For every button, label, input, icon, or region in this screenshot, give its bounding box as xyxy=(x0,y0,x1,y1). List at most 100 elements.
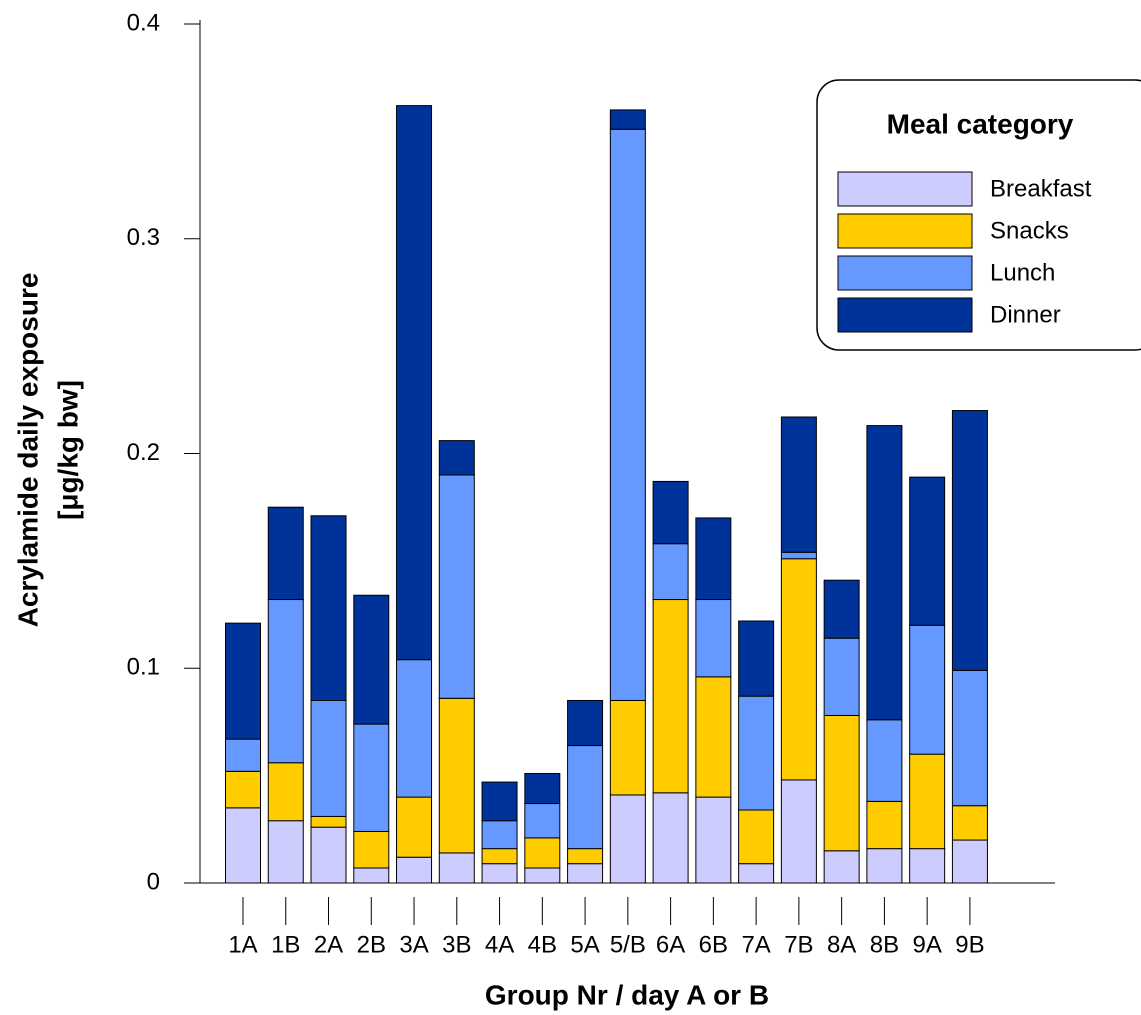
bar-segment xyxy=(524,867,561,884)
bar-segment xyxy=(310,815,347,828)
x-tick-label: 7B xyxy=(784,931,813,958)
bar-segment xyxy=(225,622,261,740)
y-tick-label: 0 xyxy=(147,868,160,895)
bar-segment xyxy=(396,856,433,884)
legend-label: Breakfast xyxy=(990,175,1092,202)
bar-segment xyxy=(823,850,860,884)
bar-segment xyxy=(652,792,689,884)
bar-segment xyxy=(609,794,646,884)
bar-segment xyxy=(438,440,475,476)
bar-segment xyxy=(438,474,475,699)
x-tick-label: 5A xyxy=(570,931,599,958)
bar-segment xyxy=(481,820,518,850)
x-tick-label: 5/B xyxy=(610,931,646,958)
x-tick-label: 6B xyxy=(699,931,728,958)
bar-segment xyxy=(267,820,304,884)
bar-segment xyxy=(438,697,475,854)
bar-segment xyxy=(353,594,390,725)
bar-segment xyxy=(866,425,903,721)
bar-segment xyxy=(738,863,775,884)
x-tick-label: 6A xyxy=(656,931,685,958)
bar-segment xyxy=(396,105,433,661)
x-tick-label: 1A xyxy=(228,931,257,958)
x-tick-label: 9A xyxy=(912,931,941,958)
bar-segment xyxy=(909,476,946,626)
legend-swatch xyxy=(837,171,973,207)
bar-segment xyxy=(738,809,775,865)
x-tick-label: 4A xyxy=(485,931,514,958)
bar-segment xyxy=(567,848,604,865)
legend-swatch xyxy=(837,297,973,333)
bar-segment xyxy=(652,480,689,545)
bar-segment xyxy=(866,848,903,884)
bar-segment xyxy=(481,863,518,884)
bar-segment xyxy=(695,796,732,884)
y-tick-label: 0.1 xyxy=(127,654,160,681)
bar-segment xyxy=(823,714,860,852)
bar-segment xyxy=(353,723,390,832)
legend-label: Lunch xyxy=(990,259,1055,286)
bar-segment xyxy=(524,837,561,869)
bar-segment xyxy=(738,620,775,697)
bar-segment xyxy=(951,410,988,671)
bar-segment xyxy=(866,719,903,802)
bar-segment xyxy=(695,517,732,601)
bar-segment xyxy=(909,753,946,850)
x-tick-label: 2A xyxy=(314,931,343,958)
bar-segment xyxy=(524,803,561,839)
bar-segment xyxy=(780,416,817,553)
bar-segment xyxy=(823,637,860,716)
bar-segment xyxy=(267,506,304,601)
bar-segment xyxy=(823,579,860,639)
x-tick-label: 4B xyxy=(528,931,557,958)
legend-title: Meal category xyxy=(887,108,1074,139)
legend-swatch xyxy=(837,255,973,291)
x-axis-title: Group Nr / day A or B xyxy=(485,979,769,1010)
y-tick-label: 0.3 xyxy=(127,224,160,251)
bar-segment xyxy=(267,599,304,764)
bar-segment xyxy=(438,852,475,884)
bar-segment xyxy=(609,128,646,701)
bar-segment xyxy=(567,863,604,884)
bar-segment xyxy=(310,515,347,701)
y-tick-label: 0.2 xyxy=(127,439,160,466)
bar-segment xyxy=(695,599,732,678)
bar-segment xyxy=(951,839,988,884)
bar-segment xyxy=(780,558,817,781)
x-tick-label: 8A xyxy=(827,931,856,958)
bar-segment xyxy=(780,779,817,884)
bar-segment xyxy=(396,659,433,798)
bar-segment xyxy=(353,830,390,869)
bar-segment xyxy=(695,676,732,798)
bar-segment xyxy=(567,745,604,850)
x-tick-label: 3B xyxy=(442,931,471,958)
bar-segment xyxy=(866,800,903,850)
bar-segment xyxy=(609,699,646,796)
y-axis-title: [μg/kg bw] xyxy=(52,380,83,520)
bar-segment xyxy=(481,848,518,865)
legend-label: Snacks xyxy=(990,217,1069,244)
bar-segment xyxy=(310,699,347,817)
bar-segment xyxy=(738,695,775,811)
bar-segment xyxy=(609,109,646,130)
bar-segment xyxy=(567,699,604,747)
x-tick-label: 8B xyxy=(870,931,899,958)
x-tick-label: 2B xyxy=(357,931,386,958)
bar-segment xyxy=(225,807,261,884)
bar-segment xyxy=(652,543,689,601)
bar-segment xyxy=(225,738,261,772)
y-axis-title: Acrylamide daily exposure xyxy=(12,273,43,628)
bar-segment xyxy=(951,805,988,841)
bar-segment xyxy=(909,848,946,884)
x-tick-label: 1B xyxy=(271,931,300,958)
x-tick-label: 7A xyxy=(741,931,770,958)
bar-segment xyxy=(951,669,988,807)
bar-segment xyxy=(225,770,261,809)
bar-segment xyxy=(481,781,518,822)
bar-segment xyxy=(267,762,304,822)
legend-swatch xyxy=(837,213,973,249)
bar-segment xyxy=(652,599,689,794)
bar-segment xyxy=(909,624,946,755)
bar-segment xyxy=(524,772,561,805)
